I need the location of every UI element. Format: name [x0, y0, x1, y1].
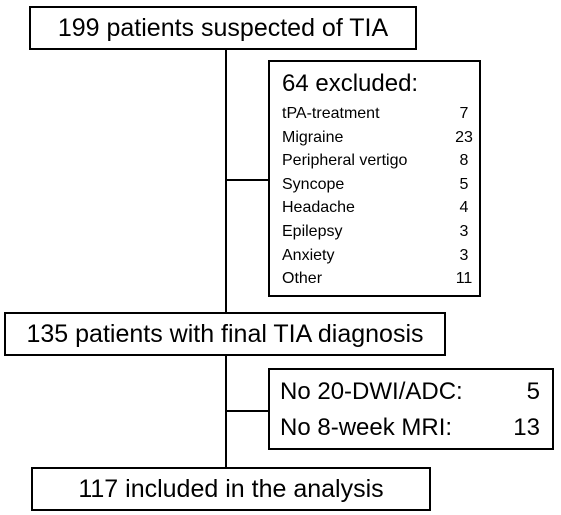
- excluded-row: Peripheral vertigo 8: [282, 149, 479, 173]
- connector-to-mri-box: [225, 410, 268, 412]
- final-diagnosis-text: 135 patients with final TIA diagnosis: [26, 319, 424, 348]
- mri-excluded-label: No 20-DWI/ADC:: [280, 378, 463, 405]
- excluded-count: 3: [459, 222, 469, 240]
- included-analysis-text: 117 included in the analysis: [78, 474, 384, 503]
- mri-excluded-box: No 20-DWI/ADC: 5 No 8-week MRI: 13: [268, 368, 554, 450]
- excluded-label: Migraine: [282, 128, 344, 146]
- excluded-title: 64 excluded:: [282, 70, 419, 97]
- excluded-label: Syncope: [282, 175, 345, 193]
- excluded-count: 3: [459, 246, 469, 264]
- excluded-row: tPA-treatment 7: [282, 102, 479, 126]
- excluded-count: 11: [455, 270, 473, 288]
- excluded-row: Migraine 23: [282, 126, 479, 150]
- excluded-row: Other 11: [282, 267, 479, 291]
- excluded-label: Other: [282, 270, 323, 288]
- excluded-row: Anxiety 3: [282, 244, 479, 268]
- excluded-row: Headache 4: [282, 196, 479, 220]
- connector-top-to-middle: [225, 50, 227, 312]
- suspected-patients-box: 199 patients suspected of TIA: [29, 6, 417, 50]
- excluded-count: 23: [455, 128, 473, 146]
- excluded-count: 7: [459, 105, 469, 122]
- mri-excluded-label: No 8-week MRI:: [280, 414, 453, 441]
- mri-excluded-count: 13: [513, 414, 540, 441]
- final-diagnosis-box: 135 patients with final TIA diagnosis: [4, 312, 446, 356]
- excluded-label: Anxiety: [282, 246, 335, 264]
- excluded-label: Headache: [282, 199, 355, 217]
- excluded-row: Syncope 5: [282, 173, 479, 197]
- excluded-label: Epilepsy: [282, 222, 343, 240]
- excluded-count: 8: [459, 152, 469, 170]
- excluded-count: 5: [459, 175, 469, 193]
- excluded-label: tPA-treatment: [282, 105, 380, 122]
- excluded-label: Peripheral vertigo: [282, 152, 408, 170]
- mri-excluded-row: No 20-DWI/ADC: 5: [280, 374, 552, 410]
- excluded-box: 64 excluded: tPA-treatment 7 Migraine 23…: [268, 60, 481, 297]
- included-analysis-box: 117 included in the analysis: [31, 467, 431, 511]
- excluded-row: Epilepsy 3: [282, 220, 479, 244]
- mri-excluded-count: 5: [526, 378, 540, 405]
- excluded-count: 4: [459, 199, 469, 217]
- mri-excluded-row: No 8-week MRI: 13: [280, 410, 552, 446]
- suspected-patients-text: 199 patients suspected of TIA: [57, 13, 389, 42]
- connector-to-excluded-box: [225, 179, 268, 181]
